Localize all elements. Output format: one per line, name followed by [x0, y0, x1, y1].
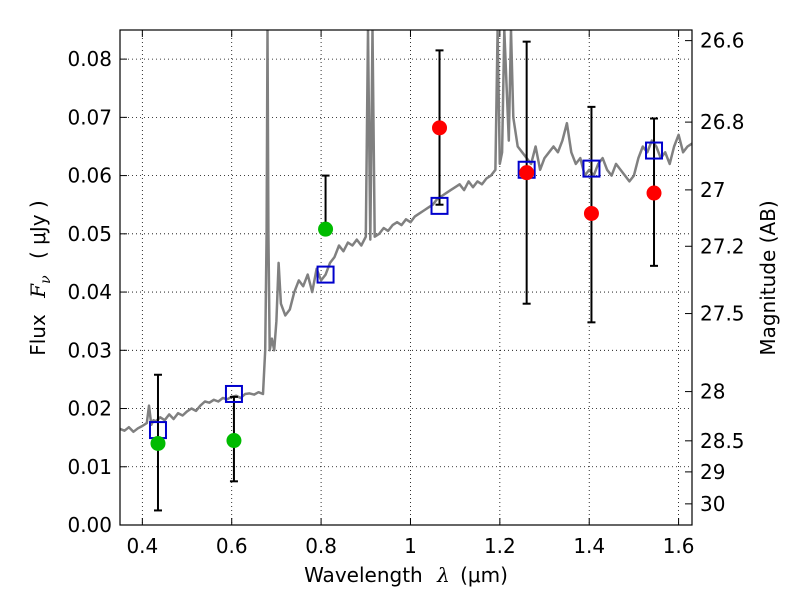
- model-photometry-square: [224, 384, 243, 403]
- detection-point: [150, 435, 166, 451]
- x-axis-title: Wavelength λ (μm): [304, 563, 508, 587]
- plot-frame: [119, 29, 693, 526]
- y2-tick-label: 30: [700, 492, 725, 516]
- y-tick-label: 0.04: [67, 280, 112, 304]
- y2-tick-label: 28.5: [700, 429, 745, 453]
- model-photometry-square: [645, 141, 664, 160]
- model-photometry-square: [316, 265, 335, 284]
- y2-tick-label: 27.2: [700, 234, 745, 258]
- y-tick-label: 0.01: [67, 455, 112, 479]
- y2-tick-label: 28: [700, 380, 725, 404]
- upper-limit-point: [646, 185, 662, 201]
- upper-limit-point: [432, 120, 448, 136]
- y2-tick-label: 27.5: [700, 302, 745, 326]
- label-layer: 0.4 0.6 0.8 1 1.2 1.4 1.6 0.00 0.01 0.02 0.03 0.04 0…: [67, 29, 744, 558]
- x-tick-label: 0.4: [126, 534, 158, 558]
- x-tick-label: 1.4: [573, 534, 605, 558]
- tick-layer: [120, 30, 692, 526]
- y-tick-label: 0.05: [67, 222, 112, 246]
- x-tick-label: 1.2: [484, 534, 516, 558]
- spectrum-layer: [120, 30, 692, 434]
- y-tick-label: 0.06: [67, 164, 112, 188]
- y-tick-label: 0.03: [67, 338, 112, 362]
- y2-tick-label: 26.6: [700, 29, 745, 53]
- marker-layer: [148, 120, 664, 451]
- upper-limit-point: [519, 165, 535, 181]
- y-axis-title: Flux Fν ( μJy ): [26, 200, 55, 356]
- model-photometry-square: [430, 196, 449, 215]
- y2-tick-label: 26.8: [700, 110, 745, 134]
- y-tick-label: 0.02: [67, 397, 112, 421]
- x-tick-label: 1.6: [663, 534, 695, 558]
- y-tick-label: 0.07: [67, 105, 112, 129]
- y-tick-label: 0.00: [67, 513, 112, 537]
- upper-limit-point: [583, 205, 599, 221]
- x-tick-label: 1: [404, 534, 417, 558]
- spectrum-line: [120, 30, 692, 434]
- x-tick-label: 0.6: [216, 534, 248, 558]
- detection-point: [226, 433, 242, 449]
- y-tick-label: 0.08: [67, 47, 112, 71]
- y2-tick-label: 27: [700, 178, 725, 202]
- right-axis-title: Magnitude (AB): [756, 200, 780, 355]
- model-photometry-square: [582, 159, 601, 178]
- x-tick-label: 0.8: [305, 534, 337, 558]
- y2-tick-label: 29: [700, 460, 725, 484]
- detection-point: [318, 221, 334, 237]
